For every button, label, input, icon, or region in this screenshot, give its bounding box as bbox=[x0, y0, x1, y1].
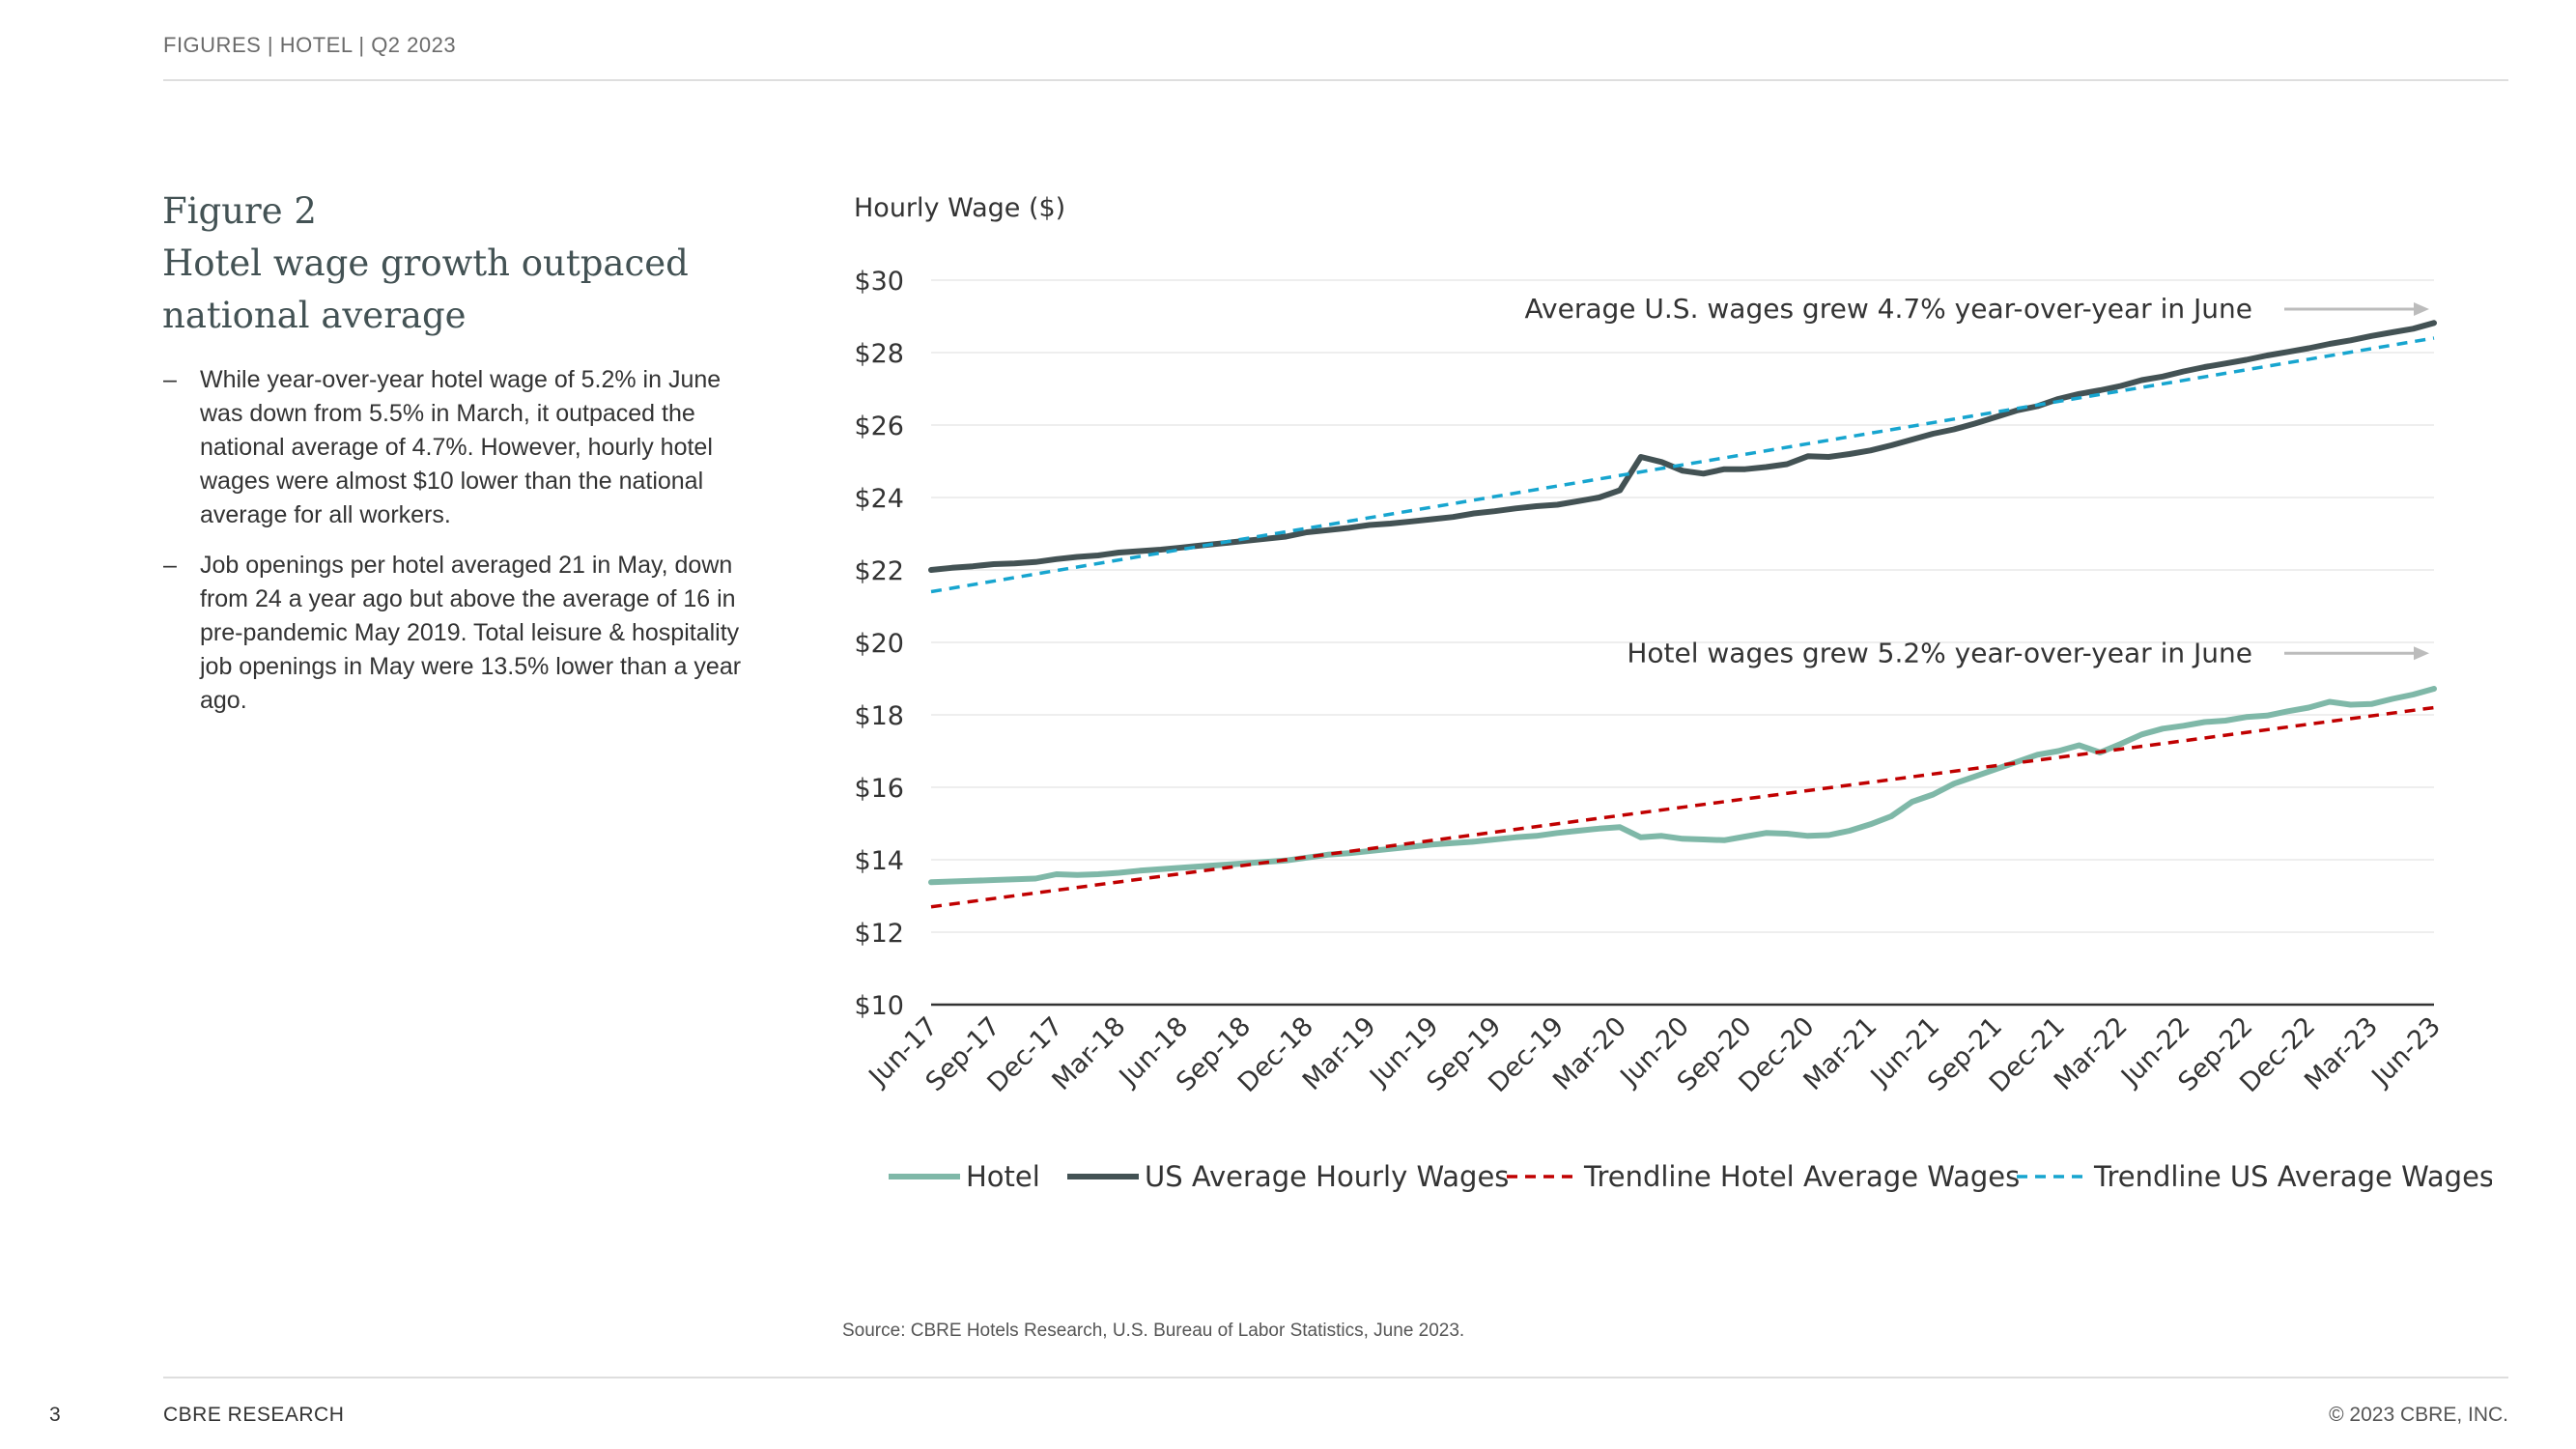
legend-label: Trendline Hotel Average Wages bbox=[1583, 1160, 2020, 1193]
wage-chart: Hourly Wage ($) $10 $12 $14 $16 $18 $20 $22 $24 $… bbox=[831, 174, 2492, 1217]
bullet-text: Job openings per hotel averaged 21 in Ma… bbox=[200, 552, 742, 714]
header-breadcrumb: FIGURES | HOTEL | Q2 2023 bbox=[163, 33, 457, 57]
source-note: Source: CBRE Hotels Research, U.S. Burea… bbox=[842, 1321, 1465, 1341]
chart-svg: Hourly Wage ($) $10 $12 $14 $16 $18 $20 $22 $24 $… bbox=[854, 193, 2492, 1193]
page-number: 3 bbox=[49, 1404, 61, 1426]
y-tick-label: $14 bbox=[854, 846, 904, 876]
trendline-trendline-hotel-average-wages bbox=[930, 705, 2435, 909]
series-line-hotel bbox=[928, 686, 2437, 886]
y-tick-label: $28 bbox=[854, 339, 904, 369]
y-axis-title: Hourly Wage ($) bbox=[854, 193, 1065, 223]
bullet-text: While year-over-year hotel wage of 5.2% … bbox=[200, 366, 722, 528]
annotation-label: Hotel wages grew 5.2% year-over-year in … bbox=[1627, 637, 2252, 668]
y-tick-label: $24 bbox=[854, 484, 904, 514]
bullet-marker: – bbox=[163, 366, 177, 393]
annotation-arrowhead bbox=[2414, 302, 2429, 316]
annotation-arrowhead bbox=[2414, 646, 2429, 661]
figure-number: Figure 2 bbox=[162, 190, 317, 232]
annotation-label: Average U.S. wages grew 4.7% year-over-y… bbox=[1525, 293, 2252, 325]
y-tick-label: $10 bbox=[854, 991, 904, 1021]
legend-label: Trendline US Average Wages bbox=[2093, 1160, 2492, 1193]
series-line-us-average-hourly-wages bbox=[928, 320, 2437, 573]
footer-brand: CBRE RESEARCH bbox=[163, 1404, 345, 1426]
y-tick-label: $12 bbox=[854, 919, 904, 949]
bullet-marker: – bbox=[163, 552, 177, 579]
bullet-item: – Job openings per hotel averaged 21 in … bbox=[163, 549, 743, 718]
trendline-trendline-us-average-wages bbox=[930, 336, 2435, 594]
x-tick-label: Jun-23 bbox=[2365, 1011, 2447, 1093]
footer-copyright: © 2023 CBRE, INC. bbox=[2329, 1404, 2508, 1426]
legend-label: US Average Hourly Wages bbox=[1145, 1160, 1509, 1193]
y-tick-label: $22 bbox=[854, 556, 904, 586]
bullet-item: – While year-over-year hotel wage of 5.2… bbox=[163, 363, 743, 532]
figure-heading: Figure 2 Hotel wage growth outpaced nati… bbox=[162, 185, 742, 342]
legend-label: Hotel bbox=[966, 1160, 1040, 1193]
y-tick-label: $20 bbox=[854, 629, 904, 659]
y-tick-label: $26 bbox=[854, 412, 904, 441]
y-tick-label: $16 bbox=[854, 774, 904, 804]
header-divider bbox=[163, 79, 2508, 81]
y-tick-label: $18 bbox=[854, 701, 904, 731]
bullet-list: – While year-over-year hotel wage of 5.2… bbox=[163, 363, 743, 734]
footer-divider bbox=[163, 1377, 2508, 1378]
figure-title: Hotel wage growth outpaced national aver… bbox=[162, 242, 689, 336]
y-tick-label: $30 bbox=[854, 267, 904, 297]
